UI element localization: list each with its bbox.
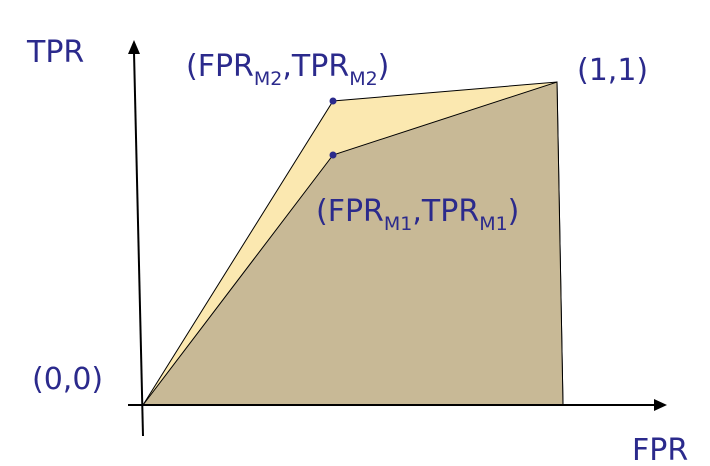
- y-axis-line: [133, 51, 144, 437]
- m1-point-label: (FPRM1,TPRM1): [316, 194, 519, 235]
- m2-point-marker: [329, 97, 337, 105]
- m2-point-label: (FPRM2,TPRM2): [186, 49, 389, 90]
- y-axis-label: TPR: [26, 35, 84, 70]
- y-axis-arrow: [128, 40, 140, 54]
- m1-point-marker: [329, 151, 337, 159]
- origin-label: (0,0): [32, 362, 103, 397]
- x-axis-label: FPR: [632, 433, 688, 466]
- x-axis-arrow: [654, 399, 667, 411]
- corner-label: (1,1): [577, 53, 648, 88]
